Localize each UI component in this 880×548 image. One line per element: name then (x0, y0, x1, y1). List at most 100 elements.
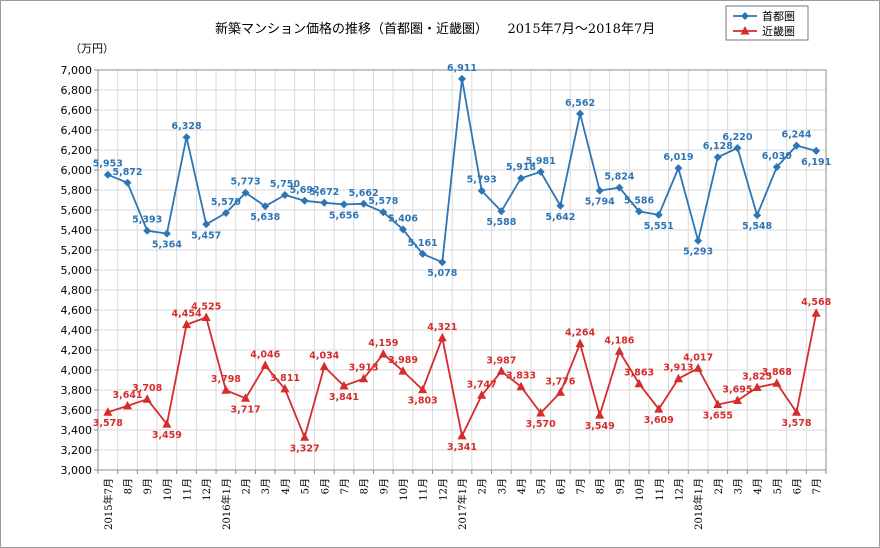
x-tick-label: 2月 (713, 478, 725, 494)
data-point (261, 202, 270, 211)
data-point (241, 393, 251, 402)
data-label: 3,708 (132, 383, 162, 394)
data-point (162, 229, 171, 238)
y-tick-label: 3,200 (61, 444, 93, 457)
data-label: 5,638 (250, 212, 280, 223)
data-point (379, 208, 388, 217)
data-point (556, 201, 565, 210)
data-point (103, 170, 112, 179)
data-label: 6,911 (447, 63, 477, 74)
y-tick-labels: 3,000 3,200 3,400 3,600 3,800 4,000 4,200 4,400… (61, 64, 93, 477)
data-point (516, 381, 526, 391)
x-tick-label: 11月 (182, 478, 194, 501)
data-label: 5,918 (506, 162, 536, 173)
y-tick-label: 3,600 (61, 404, 93, 417)
y-unit-label: （万円） (70, 42, 114, 55)
x-tick-label: 12月 (673, 478, 685, 501)
data-label: 4,186 (604, 335, 634, 346)
data-point (536, 167, 545, 176)
x-tick-label: 7月 (811, 478, 823, 494)
data-label: 4,525 (191, 302, 221, 313)
x-tick-label: 5月 (536, 478, 548, 494)
legend-marker (741, 12, 749, 20)
data-label: 6,562 (565, 98, 595, 109)
data-point (457, 430, 467, 440)
x-tick-label: 9月 (378, 478, 390, 494)
data-point (575, 338, 585, 348)
x-tick-label: 2017年1月 (456, 478, 469, 530)
y-tick-label: 7,000 (61, 64, 93, 77)
y-tick-label: 5,200 (61, 244, 93, 257)
y-tick-label: 6,400 (61, 124, 93, 137)
data-label: 5,078 (427, 268, 457, 279)
data-point (438, 258, 447, 267)
y-tick-label: 6,000 (61, 164, 93, 177)
data-label: 5,750 (270, 179, 300, 190)
x-tick-label: 3月 (260, 478, 272, 494)
data-label: 3,578 (93, 418, 123, 429)
data-label: 5,364 (152, 240, 182, 251)
data-label: 6,220 (722, 132, 752, 143)
data-point (517, 174, 526, 183)
data-point (713, 153, 722, 162)
x-tick-label: 2015年7月 (102, 478, 115, 530)
data-point (654, 210, 663, 219)
x-tick-label: 10月 (162, 478, 174, 501)
data-label: 5,656 (329, 210, 359, 221)
data-label: 3,578 (781, 418, 811, 429)
data-label: 4,046 (250, 349, 280, 360)
data-point (143, 226, 152, 235)
y-tick-label: 3,000 (61, 464, 93, 477)
x-tick-label: 3月 (732, 478, 744, 494)
data-point (162, 419, 172, 428)
y-tick-label: 5,000 (61, 264, 93, 277)
x-tick-label: 8月 (123, 478, 135, 494)
data-label: 5,578 (368, 196, 398, 207)
data-point (202, 220, 211, 229)
data-point (694, 236, 703, 245)
data-label: 3,989 (388, 355, 418, 366)
data-label: 3,695 (722, 385, 752, 396)
data-label: 6,030 (762, 151, 792, 162)
data-label: 5,548 (742, 221, 772, 232)
y-tick-label: 3,400 (61, 424, 93, 437)
data-point (555, 387, 565, 396)
data-point (142, 394, 152, 403)
data-label: 3,655 (703, 411, 733, 422)
data-point (182, 133, 191, 142)
x-tick-label: 9月 (614, 478, 626, 494)
data-point (772, 163, 781, 171)
axes (94, 69, 827, 474)
data-point (477, 390, 487, 399)
x-tick-label: 12月 (437, 478, 449, 501)
data-point (359, 199, 368, 208)
data-label: 5,393 (132, 215, 162, 226)
data-point (359, 373, 369, 383)
legend-marker (740, 26, 750, 35)
data-point (221, 385, 231, 394)
data-point (300, 196, 309, 205)
data-label: 4,034 (309, 351, 339, 362)
legend-box (725, 5, 809, 41)
data-point (418, 249, 427, 258)
x-tick-label: 2月 (241, 478, 253, 494)
data-point (674, 164, 683, 173)
data-point (693, 363, 703, 372)
data-point (300, 432, 310, 441)
legend-label: 首都圏 (762, 9, 795, 23)
data-point (733, 144, 742, 152)
data-label: 3,459 (152, 430, 182, 441)
data-label: 5,588 (486, 217, 516, 228)
data-point (614, 346, 624, 355)
data-point (792, 141, 801, 150)
x-tick-label: 10月 (634, 478, 646, 501)
data-label: 3,811 (270, 373, 300, 384)
x-tick-label: 6月 (555, 478, 567, 494)
data-label: 3,825 (742, 372, 772, 383)
data-point (221, 209, 230, 217)
data-point (752, 382, 762, 391)
